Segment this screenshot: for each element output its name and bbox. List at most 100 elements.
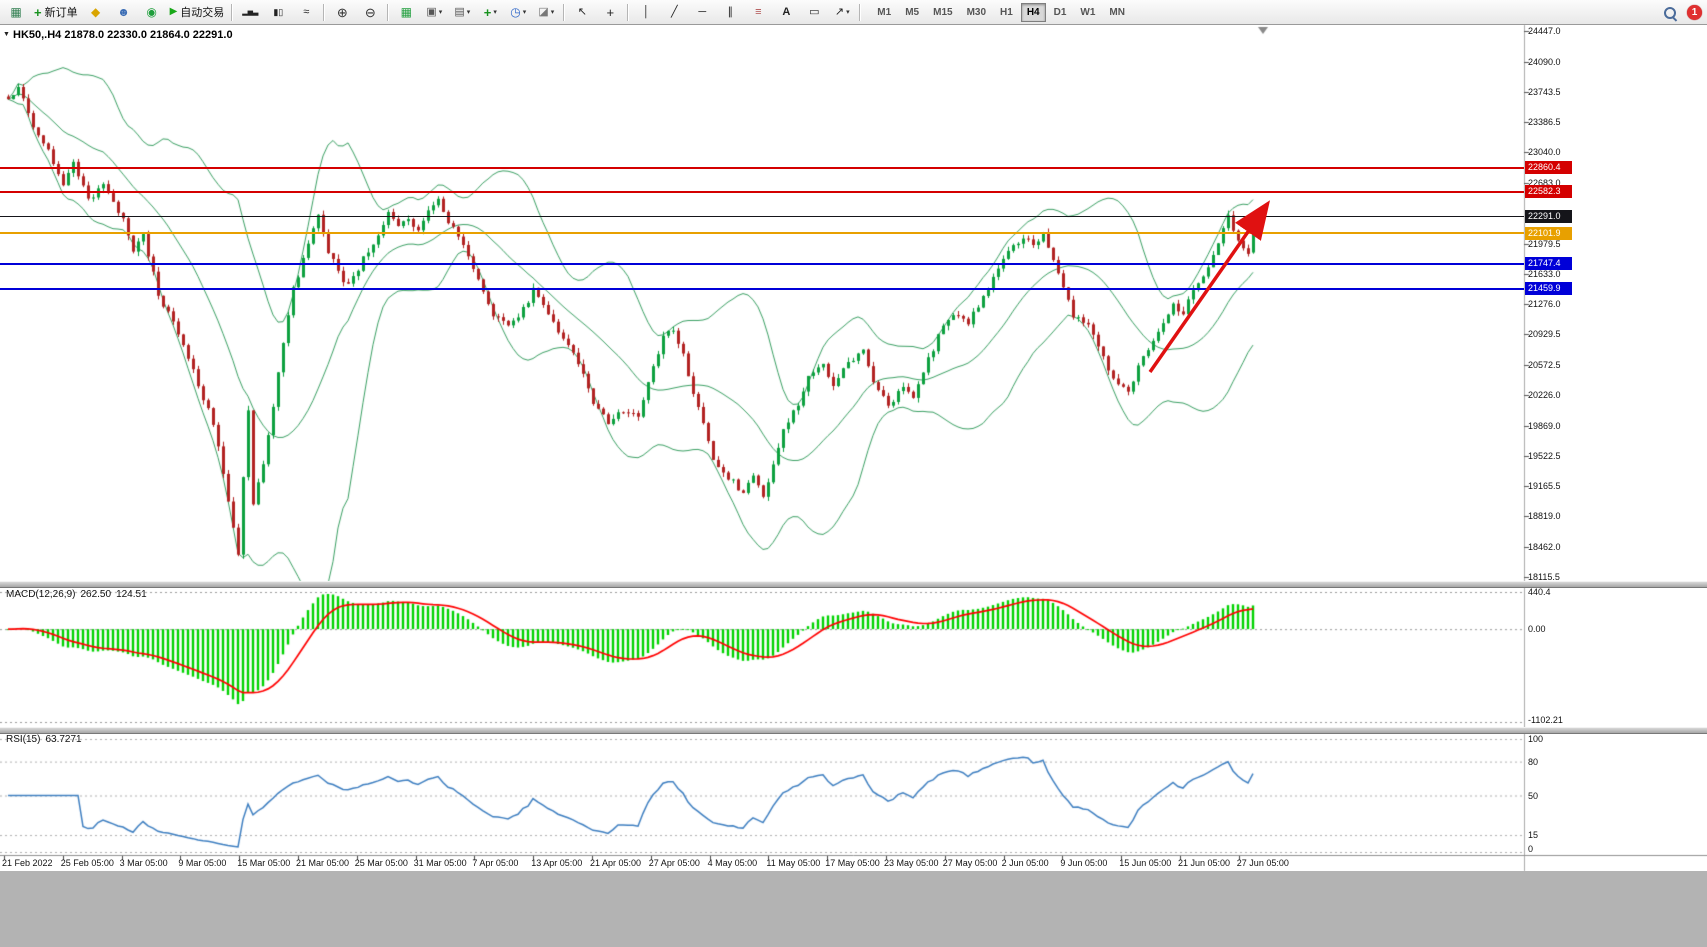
time-axis-label: 15 Mar 05:00 bbox=[237, 858, 291, 868]
time-axis-label: 31 Mar 05:00 bbox=[413, 858, 467, 868]
autotrading-button[interactable]: ▶ 自动交易 bbox=[167, 1, 228, 24]
macd-value-main: 262.50 bbox=[80, 589, 112, 600]
quick-trade-arrow-icon[interactable]: ▼ bbox=[3, 31, 10, 38]
toolbar-separator bbox=[859, 3, 862, 21]
timeframe-m5[interactable]: M5 bbox=[905, 6, 920, 18]
indicators-icon[interactable]: ◪ ▾ bbox=[533, 1, 559, 24]
profiles-icon: ◆ bbox=[90, 5, 101, 19]
line-chart-icon[interactable]: ≈ bbox=[293, 1, 319, 24]
time-axis-label: 21 Mar 05:00 bbox=[296, 858, 350, 868]
time-axis-label: 25 Feb 05:00 bbox=[60, 858, 114, 868]
new-chart-plus-icon[interactable]: + ▾ bbox=[477, 1, 503, 24]
time-axis-label: 2 Jun 05:00 bbox=[1001, 858, 1049, 868]
price-axis-label: 19522.5 bbox=[1528, 450, 1561, 461]
price-axis-label: 21276.0 bbox=[1528, 299, 1561, 310]
time-axis-label: 27 Jun 05:00 bbox=[1236, 858, 1289, 868]
timeframe-mn[interactable]: MN bbox=[1109, 6, 1125, 18]
chart-title: HK50,.H4 21878.0 22330.0 21864.0 22291.0 bbox=[13, 29, 233, 41]
price-axis-label: 20929.5 bbox=[1528, 329, 1561, 340]
horizontal-line-22860.4[interactable] bbox=[0, 166, 1524, 169]
new-chart-icon[interactable]: ▦ bbox=[3, 1, 29, 24]
notification-badge[interactable]: 1 bbox=[1687, 5, 1702, 20]
cascade-windows-icon[interactable]: ▣ ▾ bbox=[421, 1, 447, 24]
price-axis-label: 22683.0 bbox=[1528, 178, 1561, 189]
label-icon[interactable]: ▭ bbox=[801, 1, 827, 24]
arrange-windows-icon: ▤ bbox=[454, 5, 465, 18]
vertical-line-icon[interactable]: │ bbox=[633, 1, 659, 24]
rsi-axis-label: 0 bbox=[1528, 844, 1534, 854]
macd-axis-min-label: -1102.21 bbox=[1528, 715, 1563, 725]
horizontal-line-22101.9[interactable] bbox=[0, 232, 1524, 235]
candlestick-chart-icon[interactable]: ▮▯ bbox=[265, 1, 291, 24]
macd-value-signal: 124.51 bbox=[116, 589, 147, 600]
horizontal-line-21747.4[interactable] bbox=[0, 262, 1524, 265]
timeframe-w1[interactable]: W1 bbox=[1080, 6, 1096, 18]
chevron-down-icon: ▾ bbox=[466, 9, 471, 16]
alerts-icon: ◉ bbox=[146, 5, 157, 19]
price-axis-label: 23386.5 bbox=[1528, 117, 1561, 128]
zoom-in-icon: ⊕ bbox=[336, 4, 348, 20]
chart-cycle-icon[interactable]: ◷ ▾ bbox=[505, 1, 531, 24]
search-icon[interactable] bbox=[1662, 5, 1678, 22]
price-axis-label: 18819.0 bbox=[1528, 511, 1561, 522]
time-axis-label: 23 May 05:00 bbox=[884, 858, 939, 868]
horizontal-line-22582.3[interactable] bbox=[0, 190, 1524, 193]
price-level-tag: 21459.9 bbox=[1525, 282, 1572, 296]
zoom-out-icon[interactable]: ⊖ bbox=[357, 1, 383, 24]
trendline-icon[interactable]: ╱ bbox=[661, 1, 687, 24]
time-axis-label: 21 Feb 2022 bbox=[2, 858, 53, 868]
price-axis-label: 20572.5 bbox=[1528, 360, 1561, 371]
time-axis-label: 27 May 05:00 bbox=[942, 858, 998, 868]
macd-axis-max-label: 440.4 bbox=[1528, 587, 1551, 597]
horizontal-line-icon[interactable]: ─ bbox=[689, 1, 715, 24]
timeframe-h4[interactable]: H4 bbox=[1020, 2, 1046, 22]
profiles-icon[interactable]: ◆ bbox=[83, 1, 109, 24]
navigator-icon[interactable]: ☻ bbox=[111, 1, 137, 24]
timeframe-m30[interactable]: M30 bbox=[966, 6, 987, 18]
toolbar-right: 1 bbox=[1662, 0, 1702, 25]
fibonacci-icon[interactable]: ≡ bbox=[745, 1, 771, 24]
timeframe-h1[interactable]: H1 bbox=[1000, 6, 1013, 18]
horizontal-line-21459.9[interactable] bbox=[0, 287, 1524, 290]
time-axis-label: 9 Mar 05:00 bbox=[178, 858, 227, 868]
rsi-panel-splitter[interactable] bbox=[0, 727, 1707, 734]
toolbar-separator bbox=[627, 3, 630, 21]
shapes-icon[interactable]: ↗ ▾ bbox=[829, 1, 855, 24]
macd-panel-splitter[interactable] bbox=[0, 581, 1707, 588]
bar-chart-icon[interactable]: ▂▅▃ bbox=[237, 1, 263, 24]
new-order-button[interactable]: + 新订单 bbox=[31, 1, 81, 24]
new-order-icon: + bbox=[34, 4, 42, 20]
zoom-out-icon: ⊖ bbox=[364, 4, 376, 20]
text-icon[interactable]: A bbox=[773, 1, 799, 24]
timeframe-m1[interactable]: M1 bbox=[877, 6, 892, 18]
fibonacci-icon: ≡ bbox=[755, 5, 762, 18]
macd-name: MACD(12,26,9) bbox=[6, 589, 76, 600]
zoom-in-icon[interactable]: ⊕ bbox=[329, 1, 355, 24]
cursor-icon[interactable]: ↖ bbox=[569, 1, 595, 24]
tile-windows-icon[interactable]: ▦ bbox=[393, 1, 419, 24]
search-icon-glass bbox=[1664, 6, 1676, 19]
vertical-line-icon: │ bbox=[642, 5, 650, 18]
horizontal-line-icon: ─ bbox=[698, 5, 707, 18]
channel-icon: ∥ bbox=[727, 5, 734, 18]
chart-cycle-icon: ◷ bbox=[510, 5, 521, 19]
channel-icon[interactable]: ∥ bbox=[717, 1, 743, 24]
timeframe-d1[interactable]: D1 bbox=[1053, 6, 1067, 18]
crosshair-icon[interactable]: + bbox=[597, 1, 623, 24]
price-axis-label: 18115.5 bbox=[1528, 571, 1560, 582]
rsi-label: RSI(15) 63.7271 bbox=[6, 734, 87, 745]
timeframe-m15[interactable]: M15 bbox=[933, 6, 953, 18]
time-axis-label: 21 Jun 05:00 bbox=[1178, 858, 1231, 868]
arrange-windows-icon[interactable]: ▤ ▾ bbox=[449, 1, 475, 24]
time-axis-label: 15 Jun 05:00 bbox=[1119, 858, 1172, 868]
current-price-line[interactable] bbox=[0, 216, 1524, 218]
price-level-tag: 21747.4 bbox=[1525, 257, 1572, 271]
time-axis-label: 21 Apr 05:00 bbox=[590, 858, 642, 868]
price-axis-label: 23743.5 bbox=[1528, 86, 1561, 97]
alerts-icon[interactable]: ◉ bbox=[139, 1, 165, 24]
rsi-axis-label: 15 bbox=[1528, 830, 1539, 841]
cursor-icon: ↖ bbox=[577, 5, 587, 18]
